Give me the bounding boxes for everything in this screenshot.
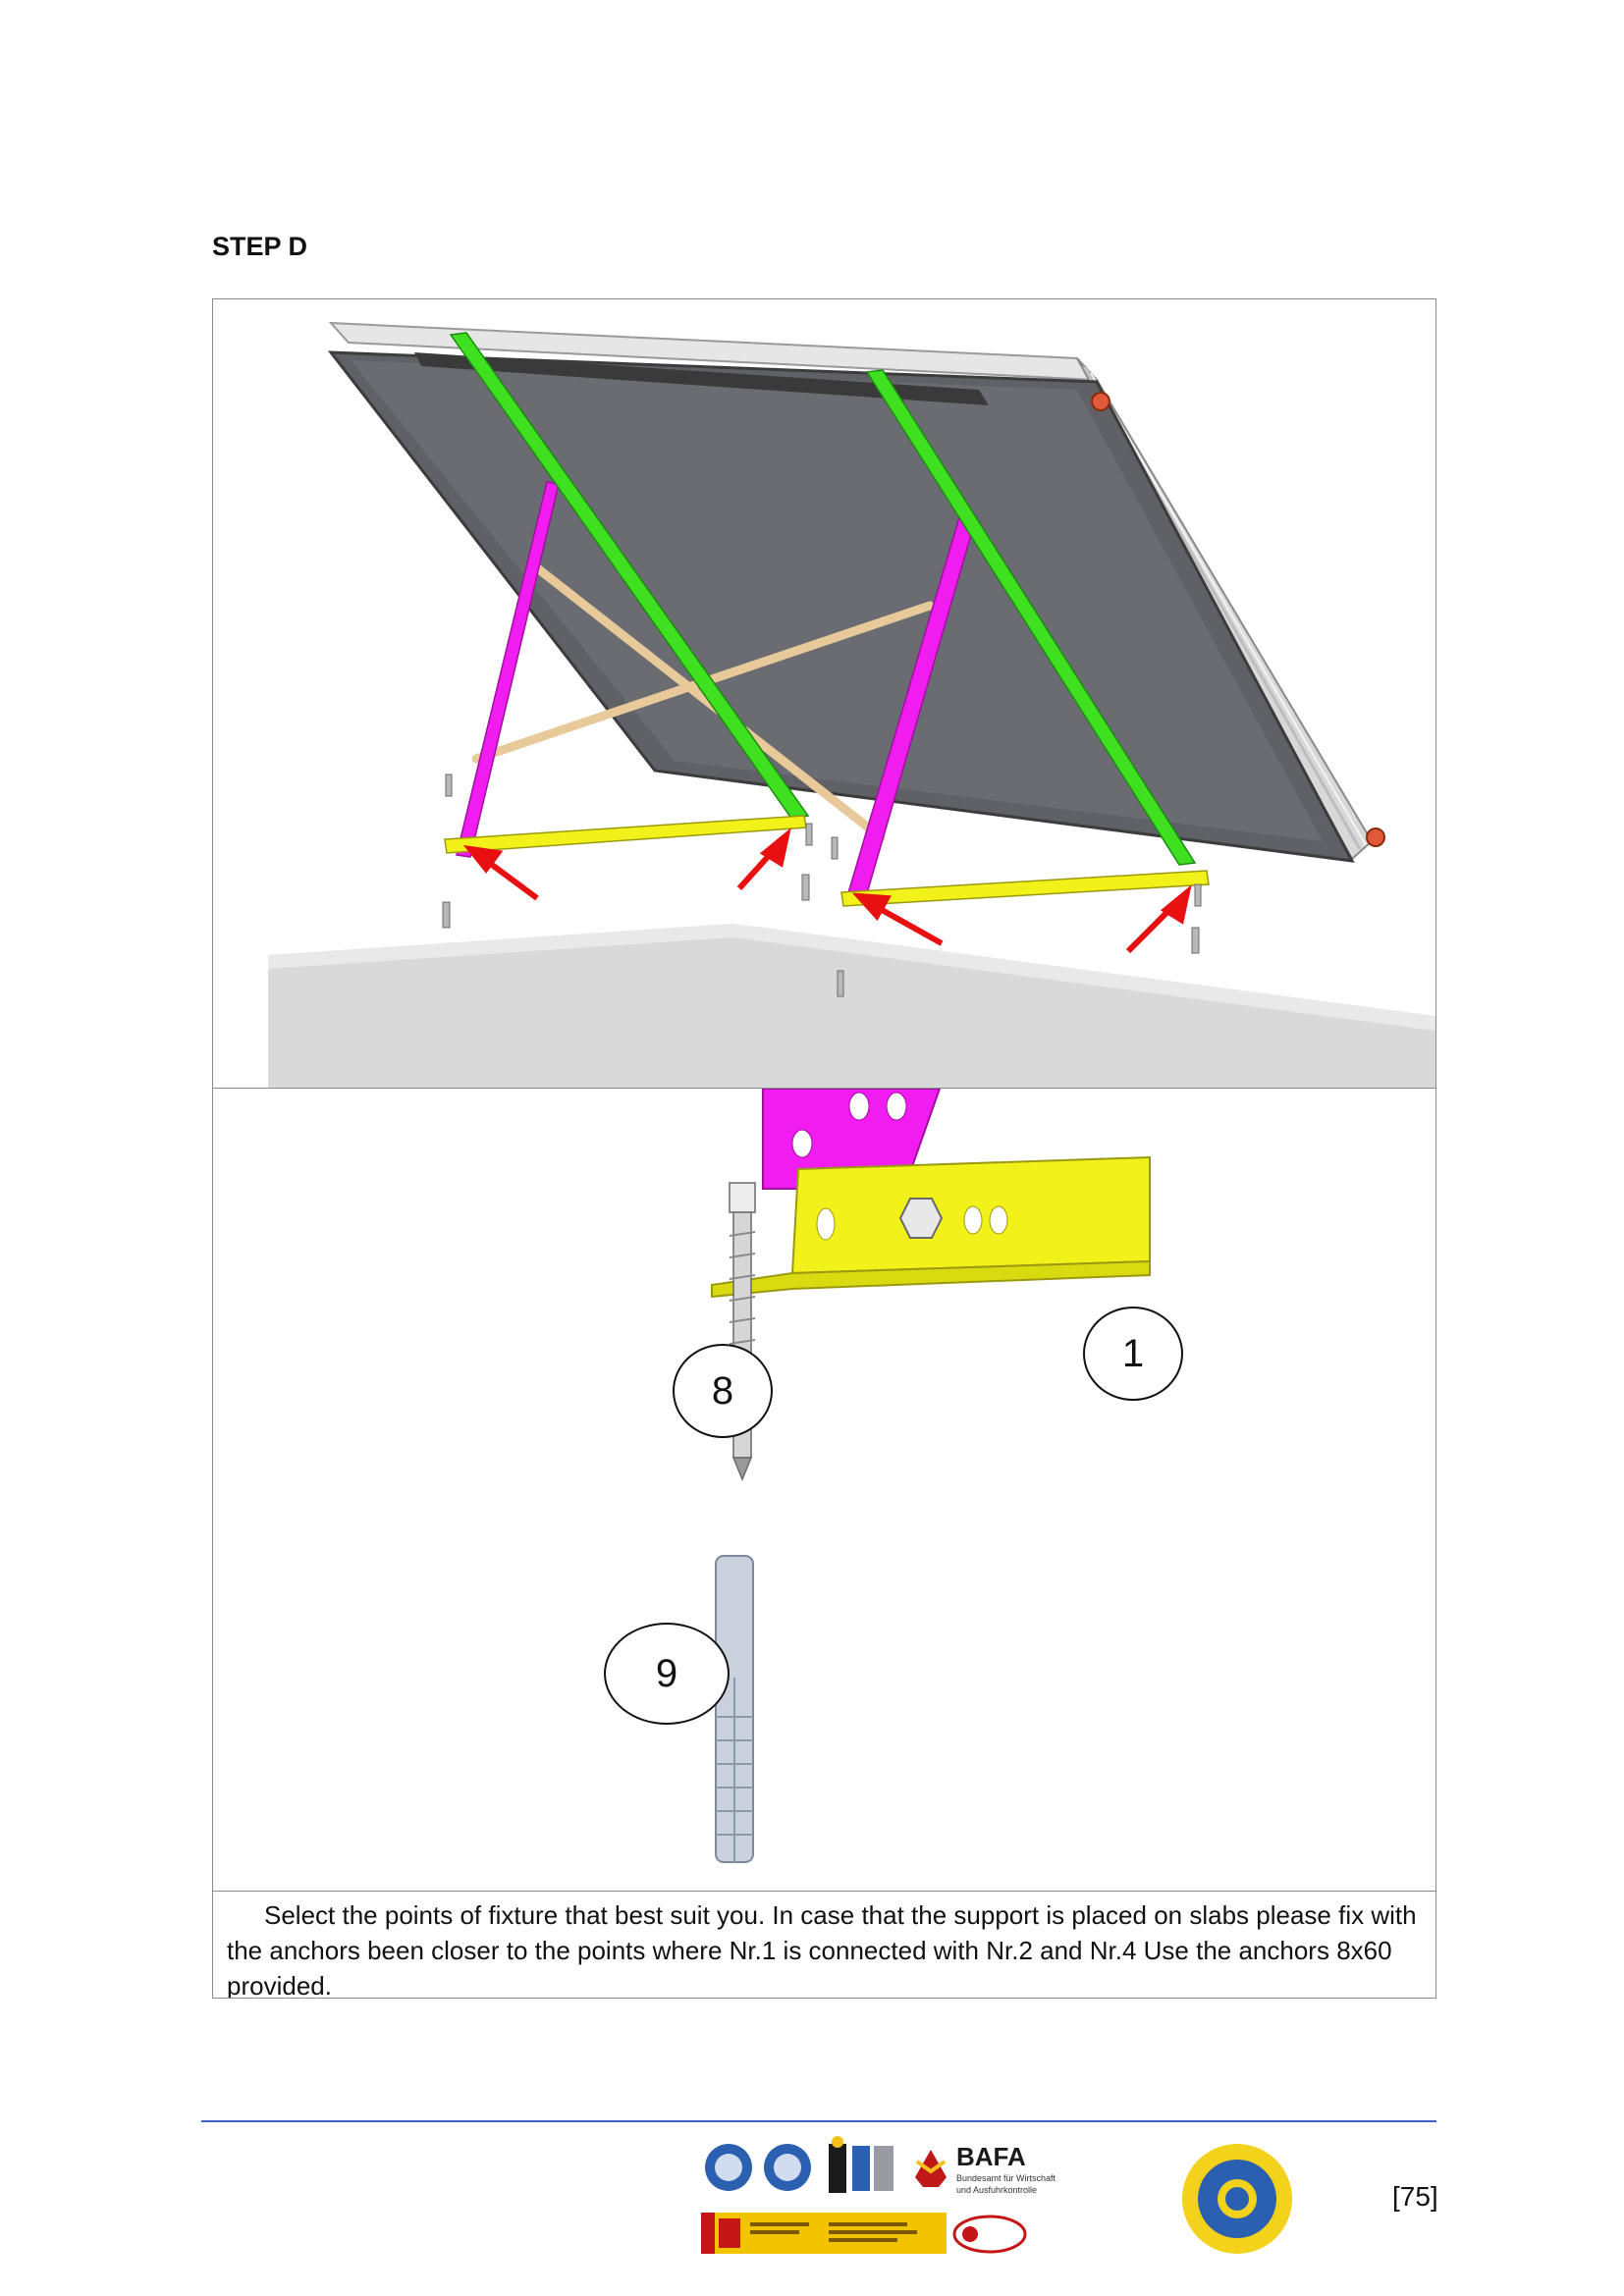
base-bar-right <box>840 870 1210 907</box>
fixing-point-arrows <box>462 828 1192 954</box>
bafa-wordmark: BAFA <box>956 2142 1026 2171</box>
base-bar-left <box>444 815 807 854</box>
callout-part-9: 9 <box>604 1623 730 1725</box>
bafa-subtitle-2: und Ausfuhrkontrolle <box>956 2185 1037 2195</box>
spanish-government-logo <box>701 2213 947 2254</box>
bafa-subtitle-1: Bundesamt für Wirtschaft <box>956 2173 1056 2183</box>
rail-left <box>449 332 810 821</box>
callout-part-1: 1 <box>1083 1307 1183 1401</box>
pipe-connector-top <box>1091 392 1110 411</box>
bafa-logo <box>915 2150 947 2187</box>
instruction-text: Select the points of fixture that best s… <box>227 1900 1417 1998</box>
association-seal <box>1182 2144 1292 2254</box>
footer-rule <box>201 2120 1436 2122</box>
pipe-connector-bottom <box>1366 828 1385 847</box>
page-number: [75] <box>1392 2181 1438 2212</box>
oval-logo <box>952 2215 1027 2254</box>
step-heading: STEP D <box>212 232 308 261</box>
assembly-illustration <box>213 299 1435 1089</box>
rail-right <box>865 369 1197 866</box>
floor-slab <box>268 924 1435 1088</box>
hex-bolt <box>898 1198 944 1239</box>
figure-table: 1 8 9 Select the points of fixture that … <box>212 298 1436 1999</box>
anchor-screws <box>442 774 1202 997</box>
sponsor-logos: BAFA Bundesamt für Wirtschaft und Ausfuh… <box>689 2132 1298 2260</box>
cross-brace-1 <box>530 561 886 842</box>
certification-logos <box>705 2136 893 2193</box>
instruction-cell: Select the points of fixture that best s… <box>213 1892 1435 1998</box>
fixing-detail-illustration: 1 8 9 <box>213 1089 1435 1892</box>
callout-part-8: 8 <box>673 1344 773 1438</box>
